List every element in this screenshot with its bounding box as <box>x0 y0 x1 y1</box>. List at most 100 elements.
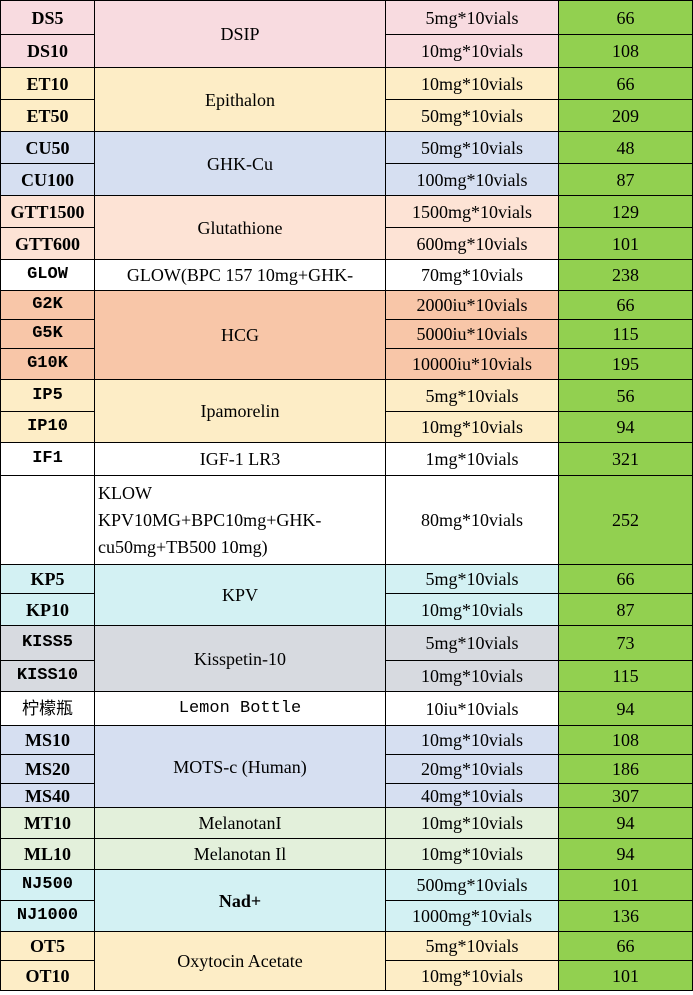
product-spec: 1000mg*10vials <box>385 900 559 932</box>
product-name-line: cu50mg+TB500 10mg) <box>98 536 268 557</box>
product-code: MS10 <box>0 725 95 755</box>
product-price: 94 <box>558 838 693 870</box>
product-code: IP5 <box>0 379 95 412</box>
product-price: 87 <box>558 593 693 626</box>
product-price: 238 <box>558 259 693 291</box>
product-price: 94 <box>558 807 693 839</box>
product-spec: 5mg*10vials <box>385 931 559 961</box>
product-spec: 600mg*10vials <box>385 227 559 260</box>
product-spec: 50mg*10vials <box>385 131 559 164</box>
product-name: DSIP <box>94 0 386 68</box>
product-spec: 10mg*10vials <box>385 725 559 755</box>
product-price: 66 <box>558 0 693 35</box>
product-code: GLOW <box>0 259 95 291</box>
table-row: MS20 20mg*10vials 186 <box>0 754 693 784</box>
product-code: NJ1000 <box>0 900 95 932</box>
product-code: IP10 <box>0 411 95 443</box>
product-price: 195 <box>558 348 693 380</box>
product-price: 115 <box>558 319 693 349</box>
product-name: Glutathione <box>94 195 386 260</box>
product-spec: 10iu*10vials <box>385 691 559 726</box>
product-spec: 10000iu*10vials <box>385 348 559 380</box>
product-spec: 1500mg*10vials <box>385 195 559 228</box>
product-name: MOTS-c (Human) <box>94 725 386 808</box>
table-row: MT10 MelanotanI 10mg*10vials 94 <box>0 807 693 839</box>
product-price: 321 <box>558 442 693 476</box>
product-price: 209 <box>558 99 693 132</box>
product-price: 66 <box>558 290 693 320</box>
product-spec: 5mg*10vials <box>385 0 559 35</box>
product-name: Melanotan Il <box>94 838 386 870</box>
product-name: Kisspetin-10 <box>94 625 386 692</box>
product-name: Epithalon <box>94 67 386 132</box>
product-price: 101 <box>558 227 693 260</box>
product-spec: 80mg*10vials <box>385 475 559 565</box>
table-row: IP10 10mg*10vials 94 <box>0 411 693 443</box>
product-price: 66 <box>558 67 693 100</box>
product-code: G5K <box>0 319 95 349</box>
product-price: 66 <box>558 564 693 594</box>
product-spec: 10mg*10vials <box>385 807 559 839</box>
product-spec: 10mg*10vials <box>385 34 559 68</box>
table-row: DS5 DSIP 5mg*10vials 66 <box>0 0 693 68</box>
product-price: 56 <box>558 379 693 412</box>
table-row: GTT600 600mg*10vials 101 <box>0 227 693 260</box>
table-row: GTT1500 Glutathione 1500mg*10vials 129 <box>0 195 693 260</box>
product-code: MT10 <box>0 807 95 839</box>
product-code: MS20 <box>0 754 95 784</box>
product-spec: 10mg*10vials <box>385 67 559 100</box>
product-spec: 1mg*10vials <box>385 442 559 476</box>
product-spec: 100mg*10vials <box>385 163 559 196</box>
product-code: G2K <box>0 290 95 320</box>
table-row: KISS5 Kisspetin-10 5mg*10vials 73 <box>0 625 693 692</box>
table-row: CU50 GHK-Cu 50mg*10vials 48 <box>0 131 693 196</box>
product-price: 252 <box>558 475 693 565</box>
product-name: IGF-1 LR3 <box>94 442 386 476</box>
product-spec: 10mg*10vials <box>385 411 559 443</box>
product-spec: 5mg*10vials <box>385 564 559 594</box>
product-spec: 10mg*10vials <box>385 593 559 626</box>
product-code: MS40 <box>0 783 95 808</box>
table-row: CU100 100mg*10vials 87 <box>0 163 693 196</box>
product-name: KLOW KPV10MG+BPC10mg+GHK- cu50mg+TB500 1… <box>94 475 386 565</box>
product-name: KPV <box>94 564 386 626</box>
product-code: ET50 <box>0 99 95 132</box>
product-code: ML10 <box>0 838 95 870</box>
product-spec: 5mg*10vials <box>385 379 559 412</box>
product-name: Oxytocin Acetate <box>94 931 386 991</box>
table-row: NJ500 Nad+ 500mg*10vials 101 <box>0 869 693 932</box>
product-code: KISS10 <box>0 660 95 692</box>
product-price: 94 <box>558 691 693 726</box>
table-row: NJ1000 1000mg*10vials 136 <box>0 900 693 932</box>
product-code: CU50 <box>0 131 95 164</box>
product-spec: 70mg*10vials <box>385 259 559 291</box>
product-spec: 5mg*10vials <box>385 625 559 661</box>
product-code: IF1 <box>0 442 95 476</box>
product-code: KP10 <box>0 593 95 626</box>
product-code: CU100 <box>0 163 95 196</box>
product-code: OT5 <box>0 931 95 961</box>
product-price: 115 <box>558 660 693 692</box>
table-row: ET10 Epithalon 10mg*10vials 66 <box>0 67 693 132</box>
product-price: 101 <box>558 960 693 991</box>
product-spec: 500mg*10vials <box>385 869 559 901</box>
product-spec: 40mg*10vials <box>385 783 559 808</box>
product-code: ET10 <box>0 67 95 100</box>
table-row: ET50 50mg*10vials 209 <box>0 99 693 132</box>
table-row: G2K HCG 2000iu*10vials 66 <box>0 290 693 380</box>
table-row: G5K 5000iu*10vials 115 <box>0 319 693 349</box>
product-price: 129 <box>558 195 693 228</box>
product-name: MelanotanI <box>94 807 386 839</box>
product-price: 307 <box>558 783 693 808</box>
table-row: OT5 Oxytocin Acetate 5mg*10vials 66 <box>0 931 693 991</box>
table-row: ML10 Melanotan Il 10mg*10vials 94 <box>0 838 693 870</box>
product-spec: 10mg*10vials <box>385 660 559 692</box>
product-price: 73 <box>558 625 693 661</box>
table-row: KP10 10mg*10vials 87 <box>0 593 693 626</box>
product-price: 136 <box>558 900 693 932</box>
product-price: 66 <box>558 931 693 961</box>
table-row: KLOW KPV10MG+BPC10mg+GHK- cu50mg+TB500 1… <box>0 475 693 565</box>
product-name: Nad+ <box>94 869 386 932</box>
product-name-line: KPV10MG+BPC10mg+GHK- <box>98 509 322 530</box>
table-row: KP5 KPV 5mg*10vials 66 <box>0 564 693 626</box>
